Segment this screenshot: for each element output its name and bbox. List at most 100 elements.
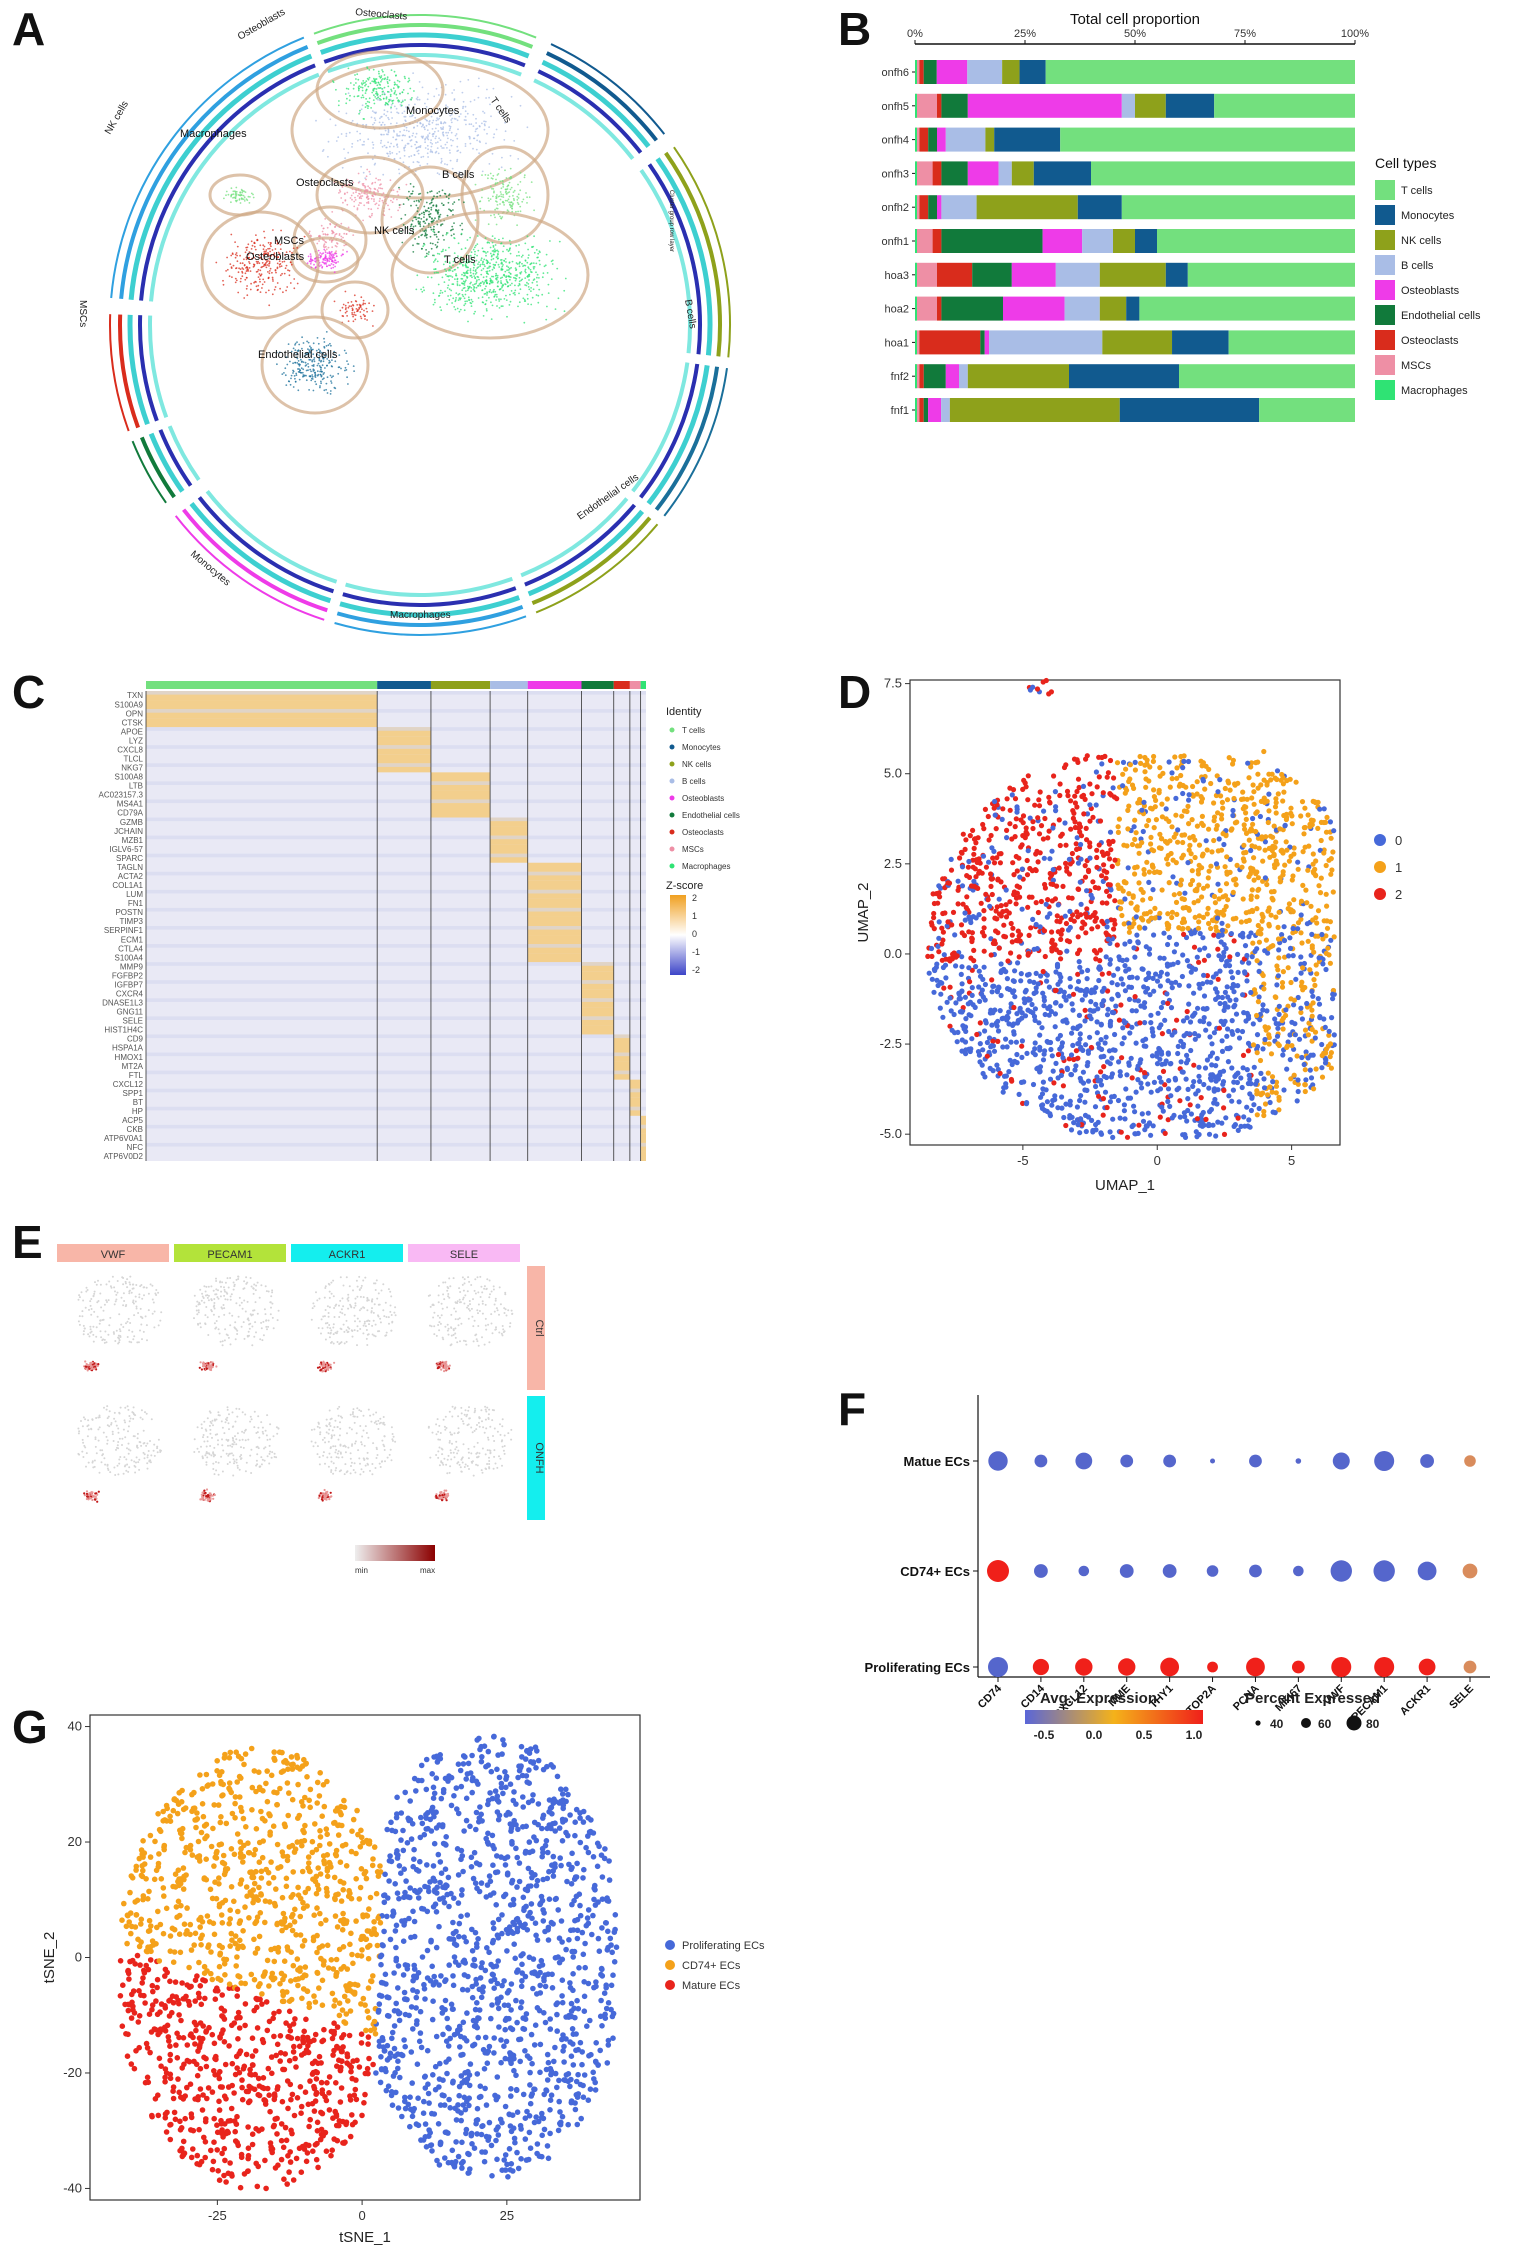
umap-point	[227, 193, 230, 196]
umap-point-cluster-1	[1309, 1038, 1315, 1044]
umap-point	[526, 281, 528, 284]
umap-point	[275, 351, 278, 354]
gene-label: MS4A1	[117, 800, 144, 809]
umap-point	[328, 257, 330, 259]
umap-point-cluster-0	[934, 961, 940, 967]
umap-point-cluster-0	[1176, 982, 1182, 988]
umap-point	[371, 91, 374, 94]
umap-point-cluster-0	[1250, 1021, 1256, 1027]
umap-point	[436, 223, 439, 226]
identity-legend-label: MSCs	[682, 845, 704, 854]
umap-point	[491, 280, 494, 282]
umap-point	[482, 276, 485, 279]
umap-point-cluster-0	[1317, 1015, 1323, 1021]
umap-point	[501, 180, 504, 182]
category-label: hoa2	[885, 304, 909, 316]
bar-segment	[1126, 296, 1140, 321]
umap-point	[368, 76, 371, 79]
umap-point	[474, 244, 477, 247]
cluster-outline	[290, 236, 360, 284]
umap-point	[526, 126, 529, 129]
umap-point-cluster-1	[1323, 891, 1329, 897]
umap-point	[475, 271, 478, 274]
umap-point	[314, 266, 317, 269]
umap-point	[431, 121, 434, 124]
umap-point	[385, 96, 388, 99]
y-axis-label: UMAP_2	[855, 882, 872, 942]
umap-point-cluster-0	[1104, 924, 1110, 930]
umap-point	[524, 284, 526, 286]
umap-point	[326, 233, 329, 236]
umap-point-cluster-1	[1309, 1026, 1315, 1032]
gene-label: ECM1	[121, 935, 144, 944]
umap-point	[363, 204, 366, 207]
umap-point-cluster-2	[1035, 859, 1041, 865]
umap-point	[458, 198, 460, 201]
umap-point	[451, 225, 454, 228]
umap-point	[364, 81, 366, 84]
umap-point-cluster-0	[962, 910, 968, 916]
identity-legend-dot	[669, 727, 675, 733]
umap-point-cluster-0	[966, 965, 972, 971]
umap-point	[496, 201, 498, 203]
umap-point-cluster-2	[1080, 792, 1087, 798]
umap-point	[403, 129, 406, 131]
heatmap-high-block	[527, 907, 582, 917]
legend-label: T cells	[1401, 185, 1433, 197]
umap-point	[283, 272, 286, 275]
ring-track-3	[524, 503, 637, 587]
umap-point	[262, 244, 265, 247]
umap-point	[491, 187, 493, 190]
umap-point-cluster-1	[1255, 771, 1261, 777]
umap-point-cluster-2	[1045, 835, 1051, 841]
umap-point	[310, 255, 312, 258]
umap-point-cluster-0	[1057, 978, 1063, 984]
umap-point	[322, 233, 325, 236]
umap-point-cluster-2	[1090, 814, 1096, 820]
umap-point	[505, 177, 508, 179]
umap-point	[319, 373, 322, 376]
ring-label-9: NK cells	[103, 99, 131, 136]
umap-point	[343, 244, 346, 247]
umap-point	[488, 290, 491, 293]
umap-point	[440, 250, 443, 253]
umap-point	[353, 84, 355, 86]
umap-point	[347, 383, 349, 385]
umap-cluster-mscs	[290, 236, 360, 284]
umap-point	[497, 263, 500, 266]
umap-point-cluster-1	[1273, 810, 1279, 816]
umap-point-cluster-0	[1188, 1047, 1194, 1054]
umap-point	[518, 276, 521, 279]
umap-point	[246, 267, 249, 270]
ring-track-2	[339, 595, 521, 618]
umap-point-cluster-1	[1127, 762, 1133, 768]
umap-point	[425, 219, 428, 221]
umap-point-cluster-0	[1129, 1008, 1135, 1014]
umap-point	[352, 304, 355, 307]
umap-point	[500, 193, 503, 196]
umap-point	[351, 307, 354, 310]
umap-point-cluster-0	[1158, 1022, 1164, 1028]
umap-point-cluster-2	[1106, 970, 1112, 976]
umap-point	[486, 267, 489, 270]
umap-point	[350, 301, 353, 303]
umap-point	[326, 392, 329, 394]
umap-point	[314, 380, 317, 383]
umap-point-cluster-0	[1095, 1078, 1101, 1084]
umap-point	[312, 348, 314, 351]
umap-point-cluster-2	[1095, 924, 1101, 930]
umap-point	[491, 152, 494, 155]
umap-point	[472, 248, 475, 251]
umap-point	[265, 266, 268, 269]
umap-point-cluster-1	[1208, 863, 1214, 869]
umap-point	[486, 294, 488, 296]
ring-outer-arc	[535, 523, 659, 614]
umap-point	[430, 206, 433, 209]
umap-point	[379, 197, 381, 200]
umap-point	[476, 235, 479, 237]
umap-point	[285, 264, 288, 267]
umap-point	[313, 371, 316, 374]
umap-point	[436, 252, 439, 255]
category-label: onfh3	[881, 168, 909, 180]
umap-point-cluster-1	[1256, 939, 1262, 945]
